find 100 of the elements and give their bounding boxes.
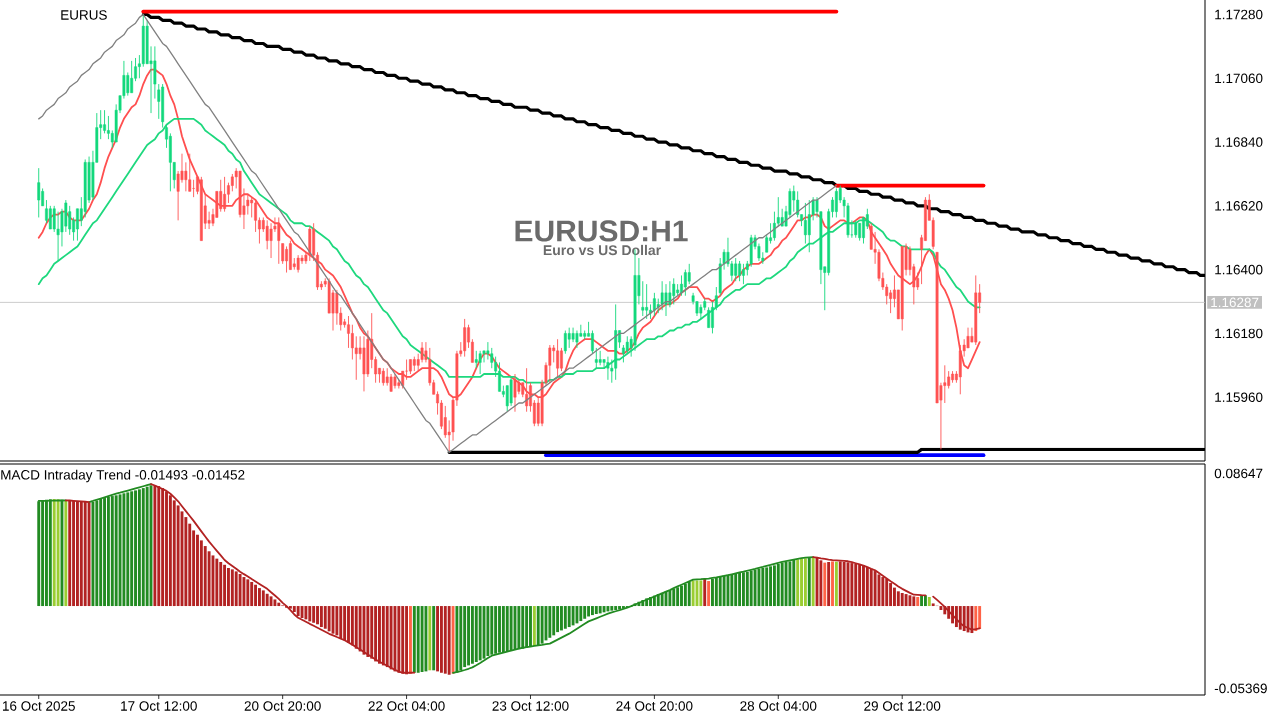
bar [350,606,354,646]
bar [742,572,745,607]
bar [443,606,447,674]
bar [567,606,571,628]
bar [52,498,56,607]
bar [556,606,560,633]
bar [110,496,114,607]
bar [478,606,482,661]
bar [738,572,742,607]
bar [319,606,323,628]
bar [590,606,594,616]
x-tick-label: 29 Oct 12:00 [864,701,941,711]
bar [196,534,199,607]
bar [141,488,145,607]
bar [486,606,490,657]
bar [769,566,773,607]
bar [571,606,575,626]
bar [962,606,966,632]
bar [951,606,954,624]
bar [889,583,893,607]
bar [548,606,552,638]
bar [683,583,687,607]
bar [912,596,916,607]
bar [126,492,130,607]
bar [827,562,831,607]
bar [424,606,428,672]
bar [536,606,540,646]
bar [978,606,982,629]
bar [374,606,378,662]
bar [850,563,854,607]
bar [521,606,525,649]
bar [257,588,261,607]
bar [927,596,931,607]
bar [412,606,416,673]
bar [79,501,83,607]
bar [831,561,834,607]
bar [680,585,683,607]
bar [579,606,583,622]
bar [68,500,72,607]
bar [865,567,869,607]
bar [672,588,676,607]
bar [722,575,726,607]
bar [250,581,254,607]
bar [540,606,544,644]
bar [552,606,556,636]
bar [137,489,141,607]
bar [242,577,246,607]
x-tick-label: 20 Oct 20:00 [244,701,321,711]
bar [711,578,714,607]
candlestick [37,167,41,218]
bar [370,606,374,659]
bar [858,564,862,607]
bar [230,569,234,607]
bar [56,499,60,607]
bar [823,562,827,607]
bar [168,495,172,607]
bar [560,606,563,631]
bar [594,606,598,615]
bar [381,606,385,666]
bar [869,568,873,607]
bar [753,569,757,607]
bar [157,486,161,607]
bar [714,577,718,607]
bar [474,606,478,663]
bar [114,495,118,607]
bar [862,565,865,607]
bar [494,606,498,654]
bar [707,581,711,607]
bar [304,606,308,620]
bar [896,591,900,607]
bar [606,606,610,612]
x-tick-label: 22 Oct 04:00 [368,701,445,711]
bar [385,606,389,668]
bar [312,606,316,623]
bar [339,606,343,639]
bar [87,502,91,607]
bar [277,602,281,607]
bar [718,576,722,607]
bar [122,493,126,607]
bar [788,561,792,607]
bar [432,606,436,671]
bar [161,488,165,607]
bar [792,560,796,607]
bar [958,606,962,630]
bar [389,606,393,670]
bar [335,606,339,636]
bar [676,587,680,607]
bar [261,590,265,607]
bar [265,593,269,607]
bar [347,606,350,643]
bar [974,606,978,632]
y-tick-label: 0.08647 [1214,468,1263,479]
bar [587,606,591,617]
bar [219,562,223,607]
bar [409,606,412,674]
bar [885,578,889,607]
bar [83,502,87,607]
bar [308,606,312,622]
bar [838,561,842,607]
bar [323,606,327,629]
